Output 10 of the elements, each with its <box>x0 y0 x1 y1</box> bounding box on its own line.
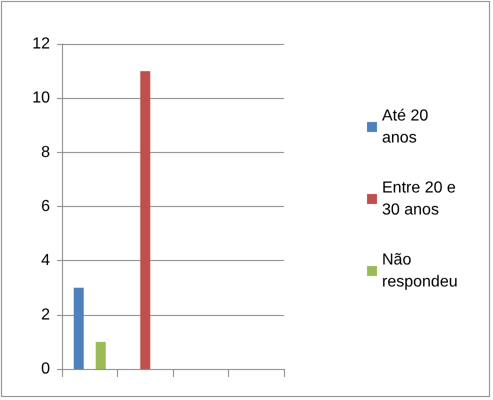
y-tick-label: 0 <box>41 360 50 378</box>
y-tick-label: 8 <box>41 144 50 161</box>
legend-label: Até 20 anos <box>382 108 433 146</box>
legend-label: Não respondeu <box>382 252 458 290</box>
y-tick-label: 6 <box>41 198 50 215</box>
y-tick-label: 4 <box>41 252 50 270</box>
y-tick-label: 12 <box>32 36 50 52</box>
legend-label: Entre 20 e 30 anos <box>382 180 460 218</box>
y-tick-label: 2 <box>41 306 50 324</box>
y-tick-label: 10 <box>32 90 50 107</box>
